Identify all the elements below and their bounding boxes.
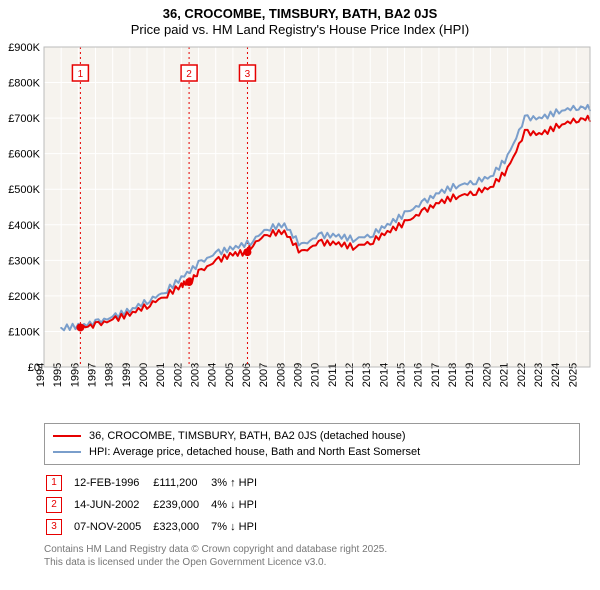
x-tick-label: 1995	[52, 362, 64, 386]
x-tick-label: 2021	[499, 362, 511, 386]
x-tick-label: 2003	[190, 362, 202, 386]
sale-price: £111,200	[153, 473, 209, 493]
legend-item-price: 36, CROCOMBE, TIMSBURY, BATH, BA2 0JS (d…	[53, 428, 571, 444]
x-tick-label: 2017	[430, 362, 442, 386]
x-tick-label: 1999	[121, 362, 133, 386]
sale-date: 07-NOV-2005	[74, 517, 151, 537]
x-tick-label: 2024	[550, 362, 562, 386]
title-line2: Price paid vs. HM Land Registry's House …	[0, 22, 600, 38]
sale-point	[76, 323, 84, 331]
marker-label: 3	[245, 69, 251, 80]
y-tick-label: £900K	[8, 42, 40, 54]
x-tick-label: 2007	[258, 362, 270, 386]
x-tick-label: 2019	[464, 362, 476, 386]
x-tick-label: 2005	[224, 362, 236, 386]
y-tick-label: £600K	[8, 148, 40, 160]
x-tick-label: 2023	[533, 362, 545, 386]
x-tick-label: 2012	[344, 362, 356, 386]
chart-area: £0£100K£200K£300K£400K£500K£600K£700K£80…	[0, 39, 600, 419]
sale-marker: 1	[46, 475, 62, 491]
sale-price: £323,000	[153, 517, 209, 537]
sale-row: 1 12-FEB-1996£111,2003% ↑ HPI	[46, 473, 267, 493]
sale-marker: 3	[46, 519, 62, 535]
plot-background	[44, 47, 590, 367]
sale-date: 14-JUN-2002	[74, 495, 151, 515]
x-tick-label: 2000	[138, 362, 150, 386]
marker-label: 1	[78, 69, 84, 80]
x-tick-label: 2006	[241, 362, 253, 386]
sale-point	[243, 248, 251, 256]
x-tick-label: 2004	[207, 362, 219, 386]
sale-date: 12-FEB-1996	[74, 473, 151, 493]
legend: 36, CROCOMBE, TIMSBURY, BATH, BA2 0JS (d…	[44, 423, 580, 465]
legend-swatch-price	[53, 435, 81, 437]
y-tick-label: £300K	[8, 255, 40, 267]
marker-label: 2	[186, 69, 192, 80]
x-tick-label: 2001	[155, 362, 167, 386]
x-tick-label: 2018	[447, 362, 459, 386]
legend-item-hpi: HPI: Average price, detached house, Bath…	[53, 444, 571, 460]
x-tick-label: 2009	[293, 362, 305, 386]
chart-title-block: 36, CROCOMBE, TIMSBURY, BATH, BA2 0JS Pr…	[0, 0, 600, 39]
footer-line1: Contains HM Land Registry data © Crown c…	[44, 543, 580, 556]
x-tick-label: 2020	[481, 362, 493, 386]
sale-row: 3 07-NOV-2005£323,0007% ↓ HPI	[46, 517, 267, 537]
chart-svg: £0£100K£200K£300K£400K£500K£600K£700K£80…	[0, 39, 600, 419]
sale-delta: 4% ↓ HPI	[211, 495, 267, 515]
x-tick-label: 2014	[378, 362, 390, 386]
x-tick-label: 2022	[516, 362, 528, 386]
x-tick-label: 1997	[87, 362, 99, 386]
y-tick-label: £800K	[8, 77, 40, 89]
sale-delta: 7% ↓ HPI	[211, 517, 267, 537]
title-line1: 36, CROCOMBE, TIMSBURY, BATH, BA2 0JS	[0, 6, 600, 22]
legend-label-price: 36, CROCOMBE, TIMSBURY, BATH, BA2 0JS (d…	[89, 430, 405, 442]
x-tick-label: 2010	[310, 362, 322, 386]
sale-price: £239,000	[153, 495, 209, 515]
footer: Contains HM Land Registry data © Crown c…	[44, 543, 580, 569]
y-tick-label: £200K	[8, 290, 40, 302]
y-tick-label: £100K	[8, 326, 40, 338]
x-tick-label: 2013	[361, 362, 373, 386]
sales-table: 1 12-FEB-1996£111,2003% ↑ HPI 2 14-JUN-2002…	[44, 471, 269, 539]
sale-marker: 2	[46, 497, 62, 513]
x-tick-label: 2025	[567, 362, 579, 386]
sale-point	[185, 278, 193, 286]
x-tick-label: 1994	[35, 362, 47, 386]
y-tick-label: £700K	[8, 113, 40, 125]
legend-swatch-hpi	[53, 451, 81, 453]
footer-line2: This data is licensed under the Open Gov…	[44, 556, 580, 569]
x-tick-label: 2015	[396, 362, 408, 386]
x-tick-label: 2002	[172, 362, 184, 386]
x-tick-label: 1996	[69, 362, 81, 386]
x-tick-label: 2008	[275, 362, 287, 386]
x-tick-label: 1998	[104, 362, 116, 386]
y-tick-label: £500K	[8, 184, 40, 196]
y-tick-label: £400K	[8, 219, 40, 231]
legend-label-hpi: HPI: Average price, detached house, Bath…	[89, 446, 420, 458]
x-tick-label: 2016	[413, 362, 425, 386]
sale-row: 2 14-JUN-2002£239,0004% ↓ HPI	[46, 495, 267, 515]
sale-delta: 3% ↑ HPI	[211, 473, 267, 493]
